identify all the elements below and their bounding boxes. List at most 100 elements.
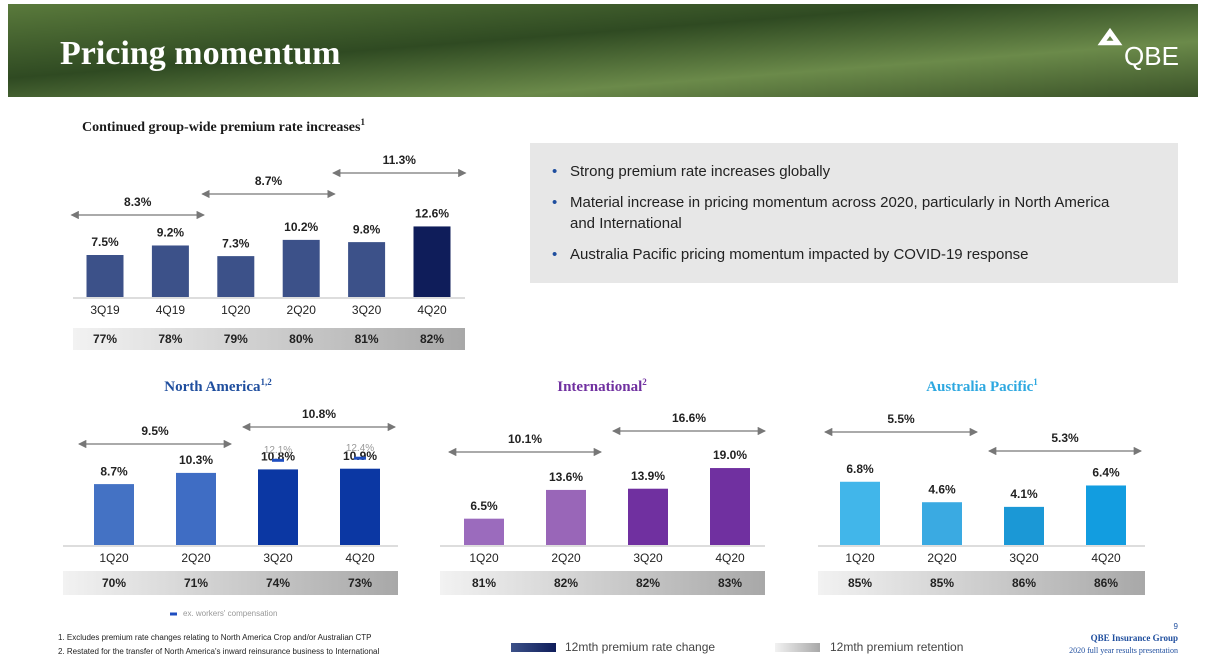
company: QBE Insurance Group xyxy=(1091,633,1178,643)
retention-label: 85% xyxy=(848,576,872,590)
bar xyxy=(217,256,254,297)
category-label: 2Q20 xyxy=(551,551,581,565)
value-label: 4.1% xyxy=(1010,487,1038,501)
range-label: 5.5% xyxy=(887,412,915,426)
value-label: 7.5% xyxy=(91,235,119,249)
value-label: 19.0% xyxy=(713,448,747,462)
bar xyxy=(152,245,189,297)
retention-label: 82% xyxy=(420,332,444,346)
value-label: 4.6% xyxy=(928,482,956,496)
value-label: 6.4% xyxy=(1092,466,1120,480)
range-label: 9.5% xyxy=(141,424,169,438)
chart-title: North America1,2 xyxy=(164,377,272,395)
bar xyxy=(628,489,668,545)
retention-band xyxy=(73,328,465,350)
retention-label: 86% xyxy=(1012,576,1036,590)
slide-title: Pricing momentum xyxy=(60,35,340,72)
value-label: 8.7% xyxy=(100,464,128,478)
category-label: 1Q20 xyxy=(221,303,251,317)
chart-title-sup: 1 xyxy=(1033,377,1038,387)
value-label: 9.8% xyxy=(353,222,381,236)
category-label: 4Q20 xyxy=(417,303,447,317)
retention-label: 83% xyxy=(718,576,742,590)
chart-title: Continued group-wide premium rate increa… xyxy=(82,117,365,135)
bullet: Material increase in pricing momentum ac… xyxy=(552,192,1138,234)
bullet: Australia Pacific pricing momentum impac… xyxy=(552,244,1138,265)
category-label: 2Q20 xyxy=(287,303,317,317)
value-label: 10.3% xyxy=(179,453,213,467)
bar xyxy=(94,484,134,545)
retention-label: 73% xyxy=(348,576,372,590)
footnote: 1. Excludes premium rate changes relatin… xyxy=(58,633,371,642)
category-label: 4Q19 xyxy=(156,303,186,317)
retention-label: 74% xyxy=(266,576,290,590)
category-label: 4Q20 xyxy=(715,551,745,565)
value-label: 9.2% xyxy=(157,226,185,240)
category-label: 2Q20 xyxy=(927,551,957,565)
value-label: 10.2% xyxy=(284,220,318,234)
category-label: 2Q20 xyxy=(181,551,211,565)
chart-title: Australia Pacific1 xyxy=(926,377,1038,395)
slide-canvas: Pricing momentum QBE 1. Excludes premium… xyxy=(0,0,1205,657)
range-label: 5.3% xyxy=(1051,431,1079,445)
category-label: 3Q20 xyxy=(352,303,382,317)
retention-label: 86% xyxy=(1094,576,1118,590)
retention-label: 81% xyxy=(355,332,379,346)
retention-label: 70% xyxy=(102,576,126,590)
chart-title-text: North America xyxy=(164,379,261,395)
slide: Pricing momentum QBE 1. Excludes premium… xyxy=(0,0,1205,657)
bar xyxy=(710,468,750,545)
footnote: 2. Restated for the transfer of North Am… xyxy=(58,647,379,656)
category-label: 3Q20 xyxy=(1009,551,1039,565)
value-label: 6.5% xyxy=(470,499,498,513)
ex-marker xyxy=(272,459,284,462)
category-label: 1Q20 xyxy=(469,551,499,565)
category-label: 1Q20 xyxy=(99,551,129,565)
retention-label: 81% xyxy=(472,576,496,590)
retention-label: 78% xyxy=(158,332,182,346)
legend-label: 12mth premium rate change xyxy=(565,640,715,654)
category-label: 4Q20 xyxy=(1091,551,1121,565)
bar xyxy=(546,490,586,545)
retention-label: 80% xyxy=(289,332,313,346)
ex-legend-marker xyxy=(170,613,177,616)
bar xyxy=(348,242,385,297)
bar xyxy=(87,255,124,297)
bar xyxy=(1086,485,1126,545)
bar xyxy=(340,469,380,545)
retention-label: 82% xyxy=(554,576,578,590)
category-label: 3Q19 xyxy=(90,303,120,317)
value-label: 13.9% xyxy=(631,469,665,483)
category-label: 4Q20 xyxy=(345,551,375,565)
chart-title-sup: 1,2 xyxy=(260,377,272,387)
ex-value-label: 12.1% xyxy=(264,445,292,456)
range-label: 10.8% xyxy=(302,407,336,421)
chart-title-text: Continued group-wide premium rate increa… xyxy=(82,120,361,135)
value-label: 6.8% xyxy=(846,462,874,476)
chart-title-sup: 1 xyxy=(360,117,365,127)
chart-title-sup: 2 xyxy=(642,377,647,387)
value-label: 7.3% xyxy=(222,236,250,250)
retention-label: 85% xyxy=(930,576,954,590)
chart-title-text: International xyxy=(557,379,642,395)
retention-label: 79% xyxy=(224,332,248,346)
page-number: 9 xyxy=(1174,622,1179,631)
bar xyxy=(1004,507,1044,545)
ex-legend-label: ex. workers' compensation xyxy=(183,609,277,618)
bar xyxy=(840,482,880,545)
range-label: 8.3% xyxy=(124,195,152,209)
range-label: 16.6% xyxy=(672,411,706,425)
logo: QBE xyxy=(1124,41,1179,71)
retention-label: 71% xyxy=(184,576,208,590)
category-label: 3Q20 xyxy=(263,551,293,565)
bullet: Strong premium rate increases globally xyxy=(552,161,1138,182)
bar xyxy=(283,240,320,297)
bar xyxy=(464,519,504,545)
retention-label: 77% xyxy=(93,332,117,346)
value-label: 13.6% xyxy=(549,470,583,484)
retention-label: 82% xyxy=(636,576,660,590)
value-label: 12.6% xyxy=(415,207,449,221)
presentation-subtitle: 2020 full year results presentation xyxy=(1069,646,1178,655)
ex-value-label: 12.4% xyxy=(346,443,374,454)
range-label: 10.1% xyxy=(508,432,542,446)
